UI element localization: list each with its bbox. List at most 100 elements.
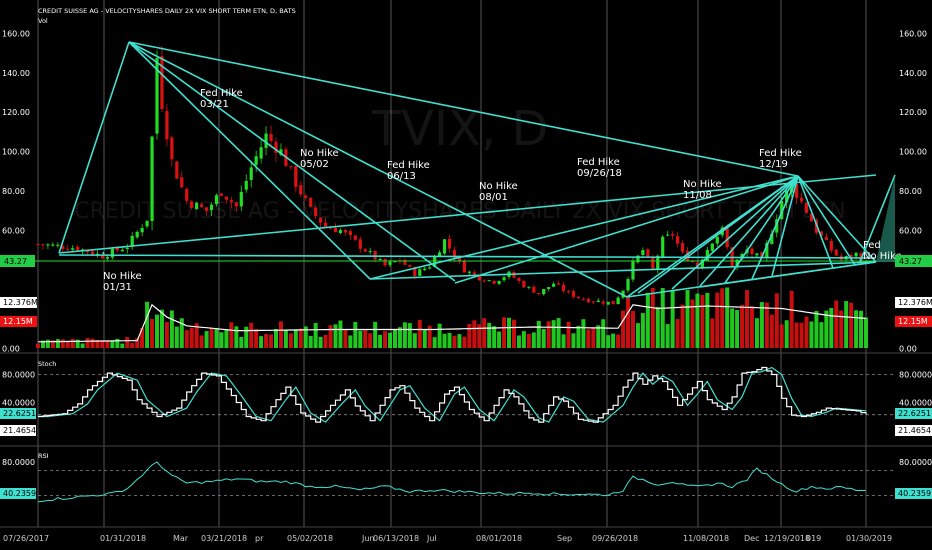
x-axis-label: 019 xyxy=(806,534,821,543)
volume-bar xyxy=(249,322,254,348)
candle-body xyxy=(323,222,328,227)
volume-bar xyxy=(531,332,536,348)
trend-line xyxy=(671,175,799,290)
volume-bar xyxy=(204,331,209,348)
volume-bar xyxy=(353,321,358,348)
volume-bar xyxy=(259,336,264,348)
x-axis-label: Mar xyxy=(173,534,189,543)
x-axis-label: 09/26/2018 xyxy=(592,534,638,543)
volume-bar xyxy=(710,318,715,348)
volume-bar xyxy=(55,339,60,348)
volume-bar xyxy=(497,331,502,348)
volume-bar xyxy=(45,339,50,348)
rsi-tag-text: 40.2359 xyxy=(3,489,36,498)
volume-bar xyxy=(392,328,397,348)
candle-body xyxy=(130,235,134,247)
candle-body xyxy=(269,133,273,142)
candle-body xyxy=(294,166,298,187)
candle-body xyxy=(606,301,610,305)
volume-bar xyxy=(705,292,710,348)
trend-line xyxy=(797,175,877,263)
x-axis-label: Dec xyxy=(744,534,759,543)
candle-body xyxy=(170,137,174,160)
candle-body xyxy=(561,284,566,292)
candle-body xyxy=(447,238,452,249)
volume-bar xyxy=(442,333,447,348)
volume-bar xyxy=(541,329,546,348)
annotation-date: 01/31 xyxy=(103,282,132,293)
volume-bar xyxy=(511,319,516,348)
price-candles[interactable] xyxy=(36,46,868,307)
candle-body xyxy=(433,256,437,267)
volume-bar xyxy=(467,323,472,348)
candle-body xyxy=(576,296,581,299)
volume-bar xyxy=(313,323,318,348)
volume-bar xyxy=(680,304,685,348)
candle-body xyxy=(155,58,159,134)
trend-line xyxy=(797,175,834,269)
volume-bar xyxy=(283,330,288,348)
candle-body xyxy=(671,234,675,236)
candle-body xyxy=(537,293,541,295)
volume-bar xyxy=(85,338,90,348)
rsi-tick-left: 80.0000 xyxy=(2,458,35,467)
candle-body xyxy=(299,185,303,195)
volume-bar xyxy=(502,317,507,348)
candle-body xyxy=(204,207,209,211)
candle-body xyxy=(348,231,352,236)
volume-bar xyxy=(229,322,234,348)
volume-bar xyxy=(735,310,740,348)
volume-bar xyxy=(179,318,184,348)
volume-bar xyxy=(427,325,432,348)
candle-body xyxy=(105,257,110,259)
candle-body xyxy=(46,244,50,246)
candle-body xyxy=(596,300,600,303)
candle-body xyxy=(125,247,129,250)
volume-bar xyxy=(239,336,244,348)
volume-bar xyxy=(422,329,427,348)
candle-body xyxy=(180,177,184,188)
candle-body xyxy=(56,244,60,246)
annotation-title: No Hike xyxy=(479,181,518,192)
annotation-title: Fed Hike xyxy=(759,148,802,159)
volume-bar xyxy=(264,334,269,348)
candle-body xyxy=(120,249,124,252)
volume-bar xyxy=(749,306,754,348)
stoch-tick-right: 80.0000 xyxy=(899,371,932,380)
volume-tag-low-text: 12.15M xyxy=(3,317,33,326)
candle-body xyxy=(219,193,224,196)
volume-bar xyxy=(829,307,834,348)
candle-body xyxy=(770,233,774,244)
candle-body xyxy=(333,227,338,233)
stoch-tick-left: 40.0000 xyxy=(2,399,35,408)
volume-bar xyxy=(630,310,635,348)
candle-body xyxy=(794,183,799,198)
price-tick-left: 0.00 xyxy=(2,345,20,354)
volume-bar xyxy=(368,333,373,348)
candle-body xyxy=(76,246,80,251)
volume-bar xyxy=(621,310,626,348)
volume-bar xyxy=(333,324,338,348)
volume-bar xyxy=(754,318,759,348)
volume-bar xyxy=(601,319,606,348)
volume-bar xyxy=(36,343,40,348)
price-tick-right: 0.00 xyxy=(899,345,917,354)
candle-body xyxy=(735,259,739,267)
chart-title: CREDIT SUISSE AG - VELOCITYSHARES DAILY … xyxy=(38,7,296,15)
trend-line xyxy=(58,254,876,259)
volume-bar xyxy=(571,333,576,348)
candle-body xyxy=(185,189,189,201)
volume-bar xyxy=(169,310,174,348)
price-tick-left: 140.00 xyxy=(2,69,30,78)
annotation-date: No Hike xyxy=(863,251,902,262)
candle-body xyxy=(492,280,496,284)
volume-bar xyxy=(90,338,95,348)
annotation-date: 03/21 xyxy=(200,99,229,110)
volume-bar xyxy=(437,323,442,348)
candle-body xyxy=(165,111,169,140)
trend-line xyxy=(637,175,799,294)
candle-body xyxy=(190,201,194,208)
trend-line xyxy=(699,261,877,288)
volume-bar xyxy=(715,292,720,348)
